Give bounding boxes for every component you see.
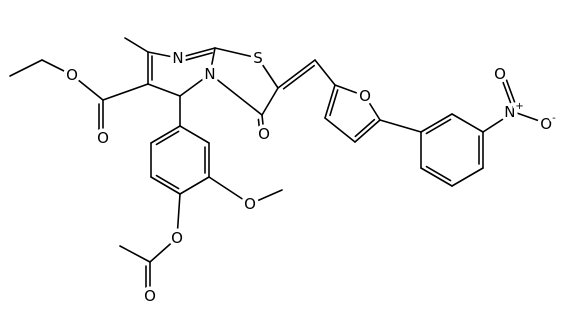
- bond: [147, 51, 179, 59]
- bond: [314, 59, 336, 86]
- bond: [41, 59, 73, 76]
- element-symbol: N: [172, 49, 183, 67]
- bond: [379, 119, 422, 133]
- bond: [504, 75, 518, 108]
- bond: [420, 113, 453, 133]
- bond: [261, 87, 279, 116]
- atom-label: O: [359, 87, 371, 105]
- atom-label: O: [258, 125, 270, 143]
- atom-label: O: [171, 229, 183, 247]
- bond: [124, 37, 149, 53]
- charge: -: [552, 113, 556, 124]
- element-symbol: O: [540, 115, 552, 133]
- bond: [451, 113, 484, 133]
- element-symbol: O: [244, 195, 256, 213]
- bond: [150, 176, 181, 195]
- bond: [71, 74, 104, 101]
- bond: [261, 114, 265, 135]
- atom-label: N: [204, 65, 215, 83]
- atom-label: O: [66, 66, 78, 84]
- atom-label: N: [172, 49, 183, 67]
- bond: [155, 174, 180, 190]
- element-symbol: O: [359, 87, 371, 105]
- bond: [209, 73, 263, 116]
- bond: [324, 84, 336, 119]
- bond: [354, 118, 376, 138]
- bond: [364, 95, 381, 121]
- atom-label: S: [253, 49, 263, 67]
- bond: [209, 47, 216, 75]
- charge: +: [515, 101, 523, 112]
- element-symbol: O: [171, 229, 183, 247]
- bond: [149, 237, 178, 263]
- bond: [102, 83, 149, 101]
- atom-label: O: [494, 65, 506, 83]
- bond: [176, 193, 181, 239]
- bond: [179, 176, 210, 195]
- bond: [451, 167, 484, 187]
- bond: [155, 130, 180, 146]
- element-symbol: O: [494, 65, 506, 83]
- bond: [334, 84, 366, 97]
- bond: [150, 125, 181, 144]
- bond: [214, 47, 259, 59]
- element-symbol: O: [258, 125, 270, 143]
- bond: [177, 47, 216, 59]
- bond: [482, 111, 515, 133]
- atom-label: O: [244, 195, 256, 213]
- bond: [282, 64, 316, 90]
- element-symbol: N: [204, 65, 215, 83]
- atom-label: O-: [540, 113, 556, 133]
- element-symbol: O: [66, 66, 78, 84]
- bond: [179, 73, 211, 97]
- bond: [513, 111, 549, 125]
- bond: [208, 176, 251, 205]
- bond: [425, 165, 452, 182]
- bond: [179, 125, 210, 144]
- bond: [499, 73, 515, 113]
- bond: [329, 89, 339, 117]
- bond: [182, 52, 213, 62]
- bond: [277, 59, 316, 89]
- bond: [354, 119, 381, 143]
- atom-label: O: [97, 129, 109, 147]
- atom-label: O: [144, 287, 156, 305]
- bond: [257, 57, 279, 89]
- bond: [420, 167, 453, 187]
- bond: [9, 59, 43, 77]
- element-symbol: S: [253, 49, 263, 67]
- bonds: [9, 37, 549, 297]
- bond: [147, 83, 181, 97]
- bond: [257, 118, 261, 132]
- bond: [249, 189, 283, 205]
- element-symbol: O: [144, 287, 156, 305]
- bond: [119, 245, 151, 263]
- element-symbol: N: [504, 103, 515, 121]
- bond: [425, 118, 452, 135]
- bond: [324, 117, 356, 143]
- atom-label: N+: [504, 101, 524, 121]
- element-symbol: O: [97, 129, 109, 147]
